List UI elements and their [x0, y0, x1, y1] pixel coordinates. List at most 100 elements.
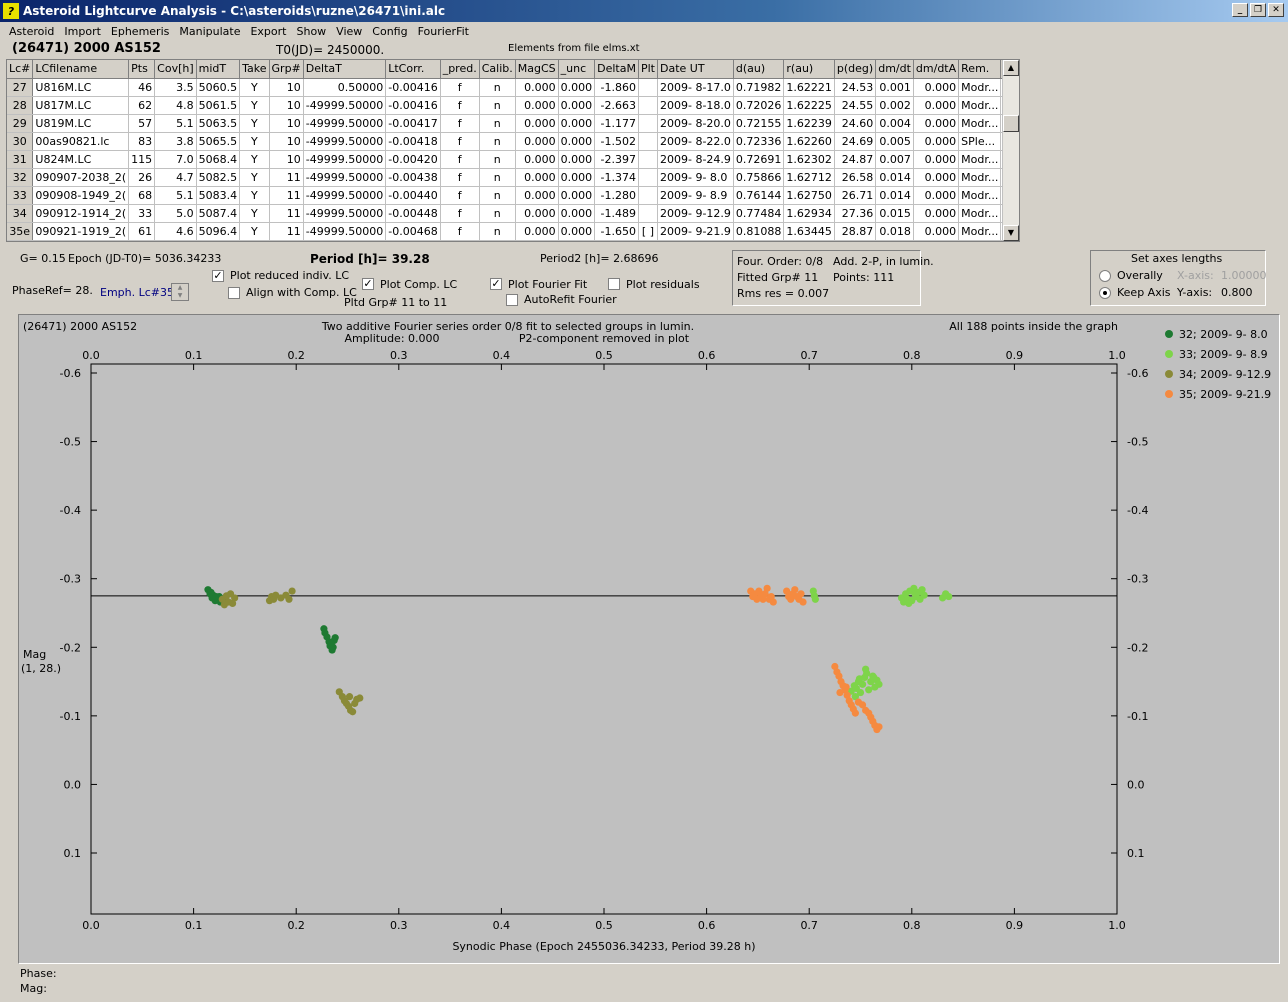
table-cell[interactable]: 0.71982 — [733, 78, 785, 97]
table-row[interactable]: 29 U819M.LC 57 5.1 5063.5 Y 10 -49999.50000 -0.0… — [7, 114, 1019, 133]
table-cell[interactable]: 5068.4 — [196, 150, 241, 169]
row-header[interactable]: 28 — [7, 96, 34, 115]
table-cell[interactable]: Modr... — [958, 186, 1002, 205]
table-cell[interactable]: 26 — [128, 168, 156, 187]
table-cell[interactable]: 0.014 — [875, 186, 914, 205]
menu-ephemeris[interactable]: Ephemeris — [110, 25, 170, 38]
table-cell[interactable]: -49999.50000 — [303, 204, 387, 223]
table-cell[interactable]: 0.000 — [558, 186, 596, 205]
table-row[interactable]: 30 00as90821.lc 83 3.8 5065.5 Y 10 -49999.50000… — [7, 132, 1019, 151]
table-cell[interactable]: Modr... — [958, 96, 1002, 115]
table-cell[interactable]: 0.000 — [515, 168, 559, 187]
table-cell[interactable]: -0.00416 — [385, 96, 441, 115]
row-header[interactable]: 29 — [7, 114, 34, 133]
table-cell[interactable]: U824M.LC — [32, 150, 130, 169]
column-header[interactable]: Take — [239, 60, 270, 79]
table-cell[interactable]: 0.000 — [558, 168, 596, 187]
table-cell[interactable]: U816M.LC — [32, 78, 130, 97]
table-cell[interactable]: 0.000 — [558, 222, 596, 241]
emph-spinner[interactable]: ▲ ▼ — [171, 283, 189, 301]
table-cell[interactable]: 24.69 — [834, 132, 877, 151]
table-cell[interactable]: 0.004 — [875, 114, 914, 133]
table-cell[interactable]: f — [440, 186, 480, 205]
table-cell[interactable]: 0.81088 — [733, 222, 785, 241]
table-cell[interactable]: 11 — [269, 222, 304, 241]
table-cell[interactable]: 5065.5 — [196, 132, 241, 151]
column-header[interactable]: DeltaT — [303, 60, 387, 79]
table-cell[interactable]: f — [440, 114, 480, 133]
table-cell[interactable]: 1.62260 — [783, 132, 835, 151]
table-cell[interactable]: 0.000 — [558, 204, 596, 223]
table-cell[interactable]: 0.000 — [558, 96, 596, 115]
table-cell[interactable]: 2009- 8-20.0 — [657, 114, 734, 133]
table-cell[interactable]: Y — [239, 150, 270, 169]
row-header[interactable]: 34 — [7, 204, 34, 223]
row-header[interactable]: 33 — [7, 186, 34, 205]
table-cell[interactable]: -1.502 — [594, 132, 639, 151]
table-cell[interactable]: 0.72336 — [733, 132, 785, 151]
table-cell[interactable] — [638, 78, 658, 97]
table-cell[interactable]: 5.1 — [154, 186, 197, 205]
table-cell[interactable]: n — [479, 132, 516, 151]
table-cell[interactable]: 24.55 — [834, 96, 877, 115]
table-cell[interactable]: -2.663 — [594, 96, 639, 115]
table-cell[interactable]: 0.000 — [558, 78, 596, 97]
y-axis-value[interactable]: 0.800 — [1221, 286, 1253, 299]
table-cell[interactable]: f — [440, 96, 480, 115]
table-cell[interactable]: Y — [239, 222, 270, 241]
table-cell[interactable]: 0.000 — [558, 132, 596, 151]
table-cell[interactable]: 10 — [269, 78, 304, 97]
table-cell[interactable]: 26.71 — [834, 186, 877, 205]
table-cell[interactable]: Y — [239, 114, 270, 133]
table-row[interactable]: 35e 090921-1919_2(61 4.6 5096.4 Y 11 -49999.50… — [7, 222, 1019, 241]
table-cell[interactable]: 2009- 9- 8.0 — [657, 168, 734, 187]
column-header[interactable]: Pts — [128, 60, 156, 79]
table-cell[interactable]: 0.72691 — [733, 150, 785, 169]
table-cell[interactable] — [638, 204, 658, 223]
plot-comp-checkbox[interactable]: ✓ — [362, 277, 374, 290]
table-cell[interactable] — [638, 96, 658, 115]
table-cell[interactable]: Modr... — [958, 168, 1002, 187]
overally-radio[interactable] — [1099, 270, 1111, 282]
column-header[interactable]: Calib. — [479, 60, 516, 79]
menu-manipulate[interactable]: Manipulate — [179, 25, 241, 38]
row-header[interactable]: 30 — [7, 132, 34, 151]
table-cell[interactable]: 2009- 8-18.0 — [657, 96, 734, 115]
table-cell[interactable]: 0.76144 — [733, 186, 785, 205]
column-header[interactable]: MagCS — [515, 60, 559, 79]
table-cell[interactable]: n — [479, 114, 516, 133]
row-header[interactable]: 35e — [7, 222, 34, 241]
table-cell[interactable]: 0.018 — [875, 222, 914, 241]
table-cell[interactable]: 0.75866 — [733, 168, 785, 187]
table-scrollbar[interactable]: ▲ ▼ — [1002, 60, 1019, 241]
table-cell[interactable]: 1.62221 — [783, 78, 835, 97]
table-cell[interactable]: 2009- 9-12.9 — [657, 204, 734, 223]
table-cell[interactable] — [638, 150, 658, 169]
column-header[interactable]: p(deg) — [834, 60, 877, 79]
close-button[interactable]: ✕ — [1268, 3, 1284, 17]
table-cell[interactable]: 4.8 — [154, 96, 197, 115]
plot-fourier-checkbox[interactable]: ✓ — [490, 277, 502, 290]
table-cell[interactable]: 10 — [269, 132, 304, 151]
row-header[interactable]: 32 — [7, 168, 34, 187]
row-header[interactable]: 31 — [7, 150, 34, 169]
column-header[interactable]: Cov[h] — [154, 60, 197, 79]
table-cell[interactable]: 0.72026 — [733, 96, 785, 115]
keep-axis-radio[interactable] — [1099, 287, 1111, 299]
table-cell[interactable]: 0.000 — [515, 114, 559, 133]
table-cell[interactable]: 24.60 — [834, 114, 877, 133]
table-cell[interactable]: 0.000 — [913, 222, 960, 241]
menu-export[interactable]: Export — [250, 25, 287, 38]
column-header[interactable]: dm/dt — [875, 60, 914, 79]
menu-import[interactable]: Import — [64, 25, 101, 38]
table-cell[interactable]: 0.000 — [913, 204, 960, 223]
table-cell[interactable]: 7.0 — [154, 150, 197, 169]
table-cell[interactable]: -0.00448 — [385, 204, 441, 223]
autorefit-checkbox[interactable] — [506, 294, 518, 306]
table-cell[interactable]: 0.007 — [875, 150, 914, 169]
table-cell[interactable]: 68 — [128, 186, 156, 205]
table-cell[interactable]: -1.280 — [594, 186, 639, 205]
menu-show[interactable]: Show — [296, 25, 327, 38]
table-cell[interactable]: 3.5 — [154, 78, 197, 97]
menu-fourierfit[interactable]: FourierFit — [417, 25, 469, 38]
